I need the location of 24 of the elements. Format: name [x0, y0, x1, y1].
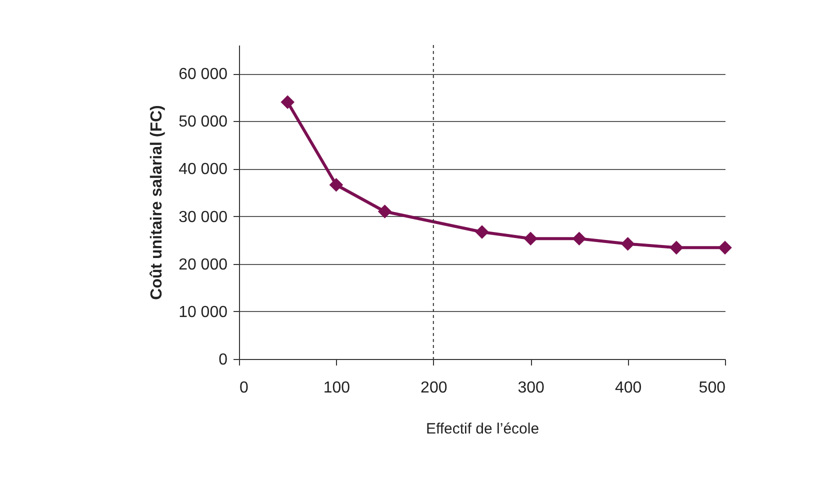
y-tick-label: 30 000	[178, 208, 228, 226]
point	[572, 232, 586, 246]
point	[524, 232, 538, 246]
x-tick-label: 500	[698, 380, 726, 396]
x-tick-label: 400	[614, 380, 642, 396]
point	[475, 225, 489, 239]
point	[378, 204, 392, 218]
x-tick-label: 200	[420, 380, 448, 396]
y-tick-label: 20 000	[178, 256, 228, 274]
y-tick-label: 50 000	[178, 114, 228, 131]
point	[620, 236, 635, 251]
point	[280, 95, 294, 109]
point	[718, 240, 732, 255]
point	[329, 178, 344, 192]
x-tick-label: 0	[240, 380, 248, 396]
y-axis-title: Coût unitaire salarial (FC)	[148, 105, 166, 300]
x-tick-label: 100	[323, 380, 350, 396]
x-axis-title: Effectif de l’école	[426, 420, 540, 438]
y-tick-label: 10 000	[178, 304, 228, 321]
y-tick-label: 60 000	[178, 66, 228, 84]
x-tick-label: 300	[518, 380, 545, 396]
y-tick-label: 40 000	[178, 161, 228, 178]
y-tick-label: 0	[218, 352, 228, 368]
point	[670, 240, 684, 255]
